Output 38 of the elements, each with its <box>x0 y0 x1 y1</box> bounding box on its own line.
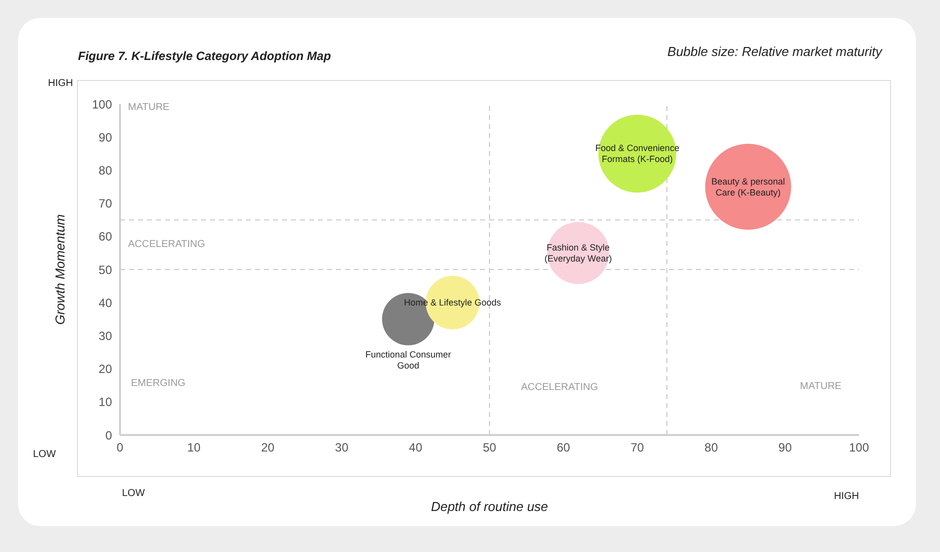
y-tick-label: 20 <box>98 362 112 376</box>
text: HIGH <box>48 78 73 89</box>
x-tick-label: 10 <box>187 440 201 455</box>
y-tick-label: 100 <box>92 97 112 112</box>
text: LOW <box>122 488 145 499</box>
x-tick-label: 60 <box>556 440 570 455</box>
x-tick-label: 70 <box>630 440 644 455</box>
x-tick-label: 30 <box>335 440 349 455</box>
text: HIGH <box>834 491 859 502</box>
y-tick-label: 10 <box>98 395 112 410</box>
series-label: Fashion & Style (Everyday Wear) <box>544 242 612 264</box>
series-label: Beauty & personal Care (K-Beauty) <box>711 176 785 198</box>
y-tick-label: 0 <box>105 428 112 442</box>
x-tick-label: 20 <box>261 440 275 455</box>
y-tick-label: 90 <box>98 130 112 144</box>
annotation: EMERGING <box>131 378 186 389</box>
text: LOW <box>33 449 56 460</box>
y-tick-label: 80 <box>98 163 112 178</box>
x-axis-title: Depth of routine use <box>430 499 548 514</box>
x-tick-label: 90 <box>778 440 792 455</box>
x-tick-label: 0 <box>116 440 124 455</box>
x-tick-label: 40 <box>408 440 423 455</box>
x-tick-label: 100 <box>848 440 870 455</box>
y-axis-title: Growth Momentum <box>52 214 68 325</box>
series-label: Functional Consumer Good <box>365 349 451 370</box>
y-tick-label: 40 <box>98 296 112 310</box>
annotation: MATURE <box>800 381 842 392</box>
annotation: ACCELERATING <box>128 239 206 250</box>
chart-subtitle: Bubble size: Relative market maturity <box>667 44 882 59</box>
x-tick-label: 50 <box>482 440 496 455</box>
chart-title: Figure 7. K-Lifestyle Category Adoption Map <box>78 49 331 63</box>
y-tick-label: 60 <box>98 230 112 244</box>
y-tick-label: 50 <box>98 262 112 277</box>
y-tick-label: 30 <box>98 328 112 343</box>
x-tick-label: 80 <box>704 440 718 455</box>
y-tick-label: 70 <box>98 196 112 211</box>
annotation: ACCELERATING <box>521 382 598 393</box>
annotation: MATURE <box>128 102 170 113</box>
